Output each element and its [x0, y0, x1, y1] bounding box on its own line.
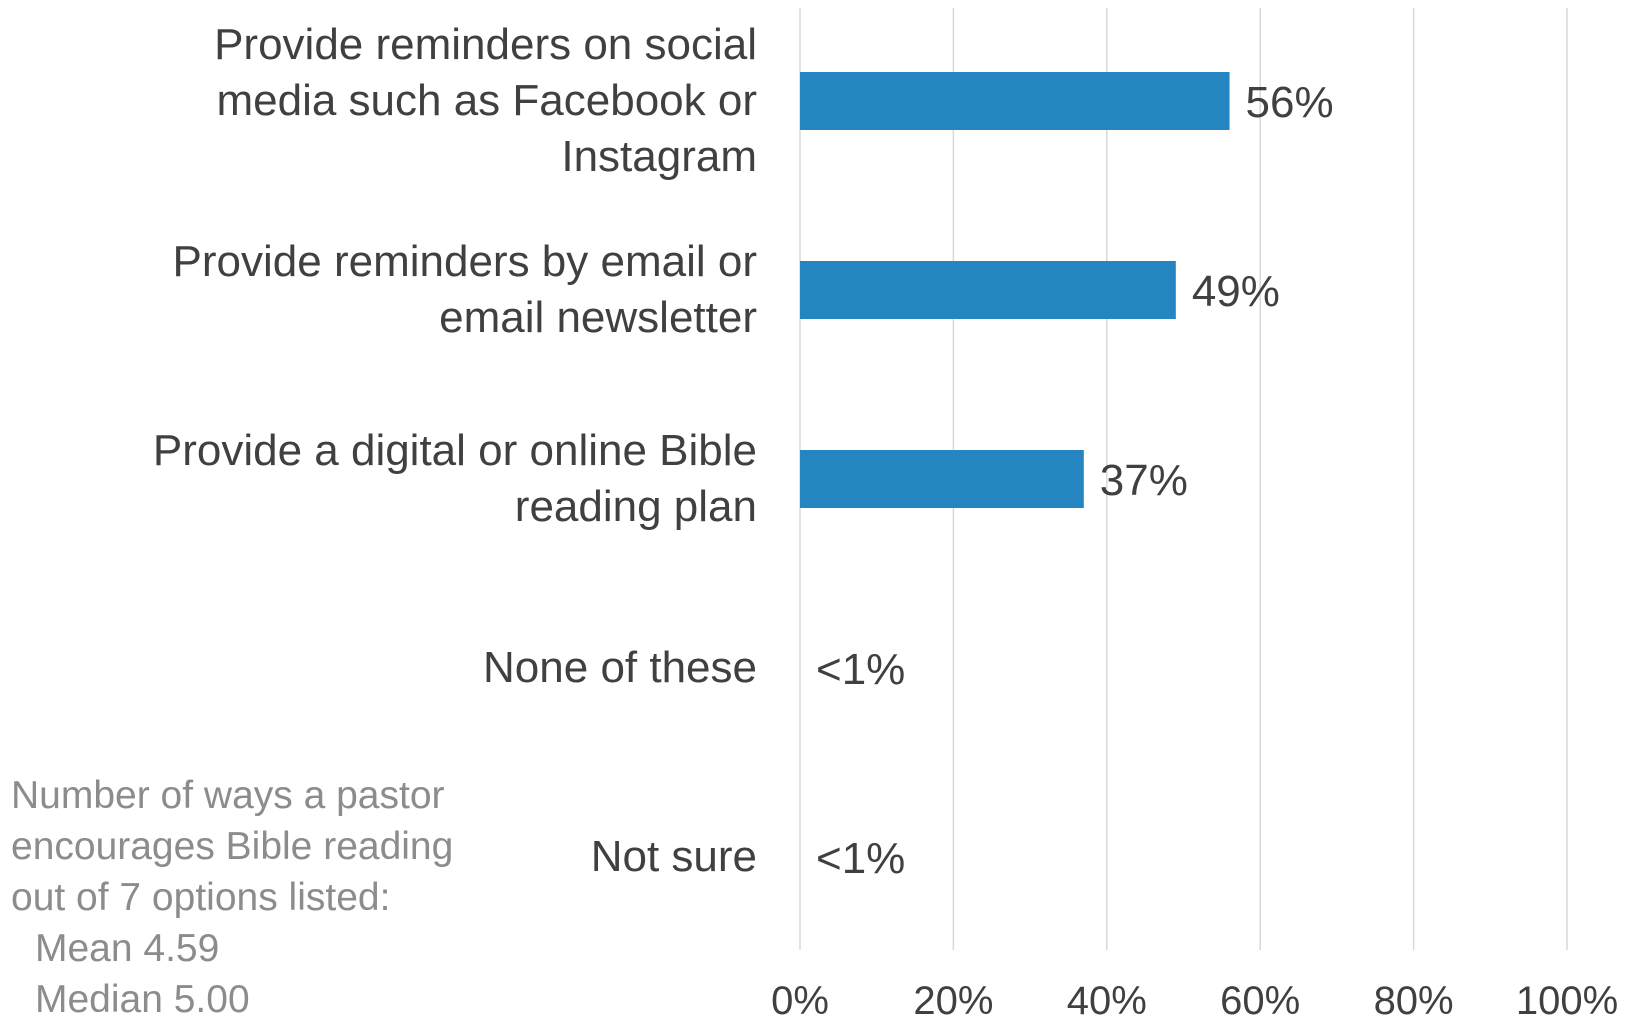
bar-value-label: 49% — [1192, 267, 1280, 316]
bar — [800, 450, 1084, 508]
x-tick-label: 40% — [1067, 979, 1147, 1016]
summary-note: Number of ways a pastor encourages Bible… — [11, 770, 453, 1025]
bar-value-label: 56% — [1246, 78, 1334, 127]
category-label-line: Provide a digital or online Bible — [152, 426, 757, 475]
category-label-line: None of these — [483, 643, 757, 692]
note-median: Median 5.00 — [35, 978, 250, 1021]
bar — [800, 261, 1176, 319]
bar-value-label: 37% — [1100, 456, 1188, 505]
note-lead-text: Number of ways a pastor encourages Bible… — [11, 774, 454, 919]
category-label-line: email newsletter — [439, 293, 757, 342]
bar — [800, 72, 1230, 130]
x-tick-label: 20% — [913, 979, 993, 1016]
category-label-line: media such as Facebook or — [216, 76, 757, 125]
x-tick-label: 0% — [771, 979, 829, 1016]
bar-value-label: <1% — [816, 834, 905, 883]
x-tick-label: 60% — [1220, 979, 1300, 1016]
category-label: Provide reminders by email or email newsl… — [57, 234, 757, 346]
category-label: Provide a digital or online Bible reading… — [57, 423, 757, 535]
category-label-line: Not sure — [590, 832, 757, 881]
category-label: Provide reminders on social media such as… — [57, 17, 757, 185]
category-label-line: Instagram — [561, 132, 757, 181]
note-mean: Mean 4.59 — [35, 927, 220, 970]
category-label-line: reading plan — [514, 482, 757, 531]
category-label-line: Provide reminders by email or — [172, 237, 757, 286]
x-tick-label: 80% — [1374, 979, 1454, 1016]
x-tick-label: 100% — [1516, 979, 1618, 1016]
category-label: Not sure — [57, 829, 757, 885]
category-label-line: Provide reminders on social — [214, 20, 757, 69]
bar-value-label: <1% — [816, 645, 905, 694]
category-label: None of these — [57, 640, 757, 696]
